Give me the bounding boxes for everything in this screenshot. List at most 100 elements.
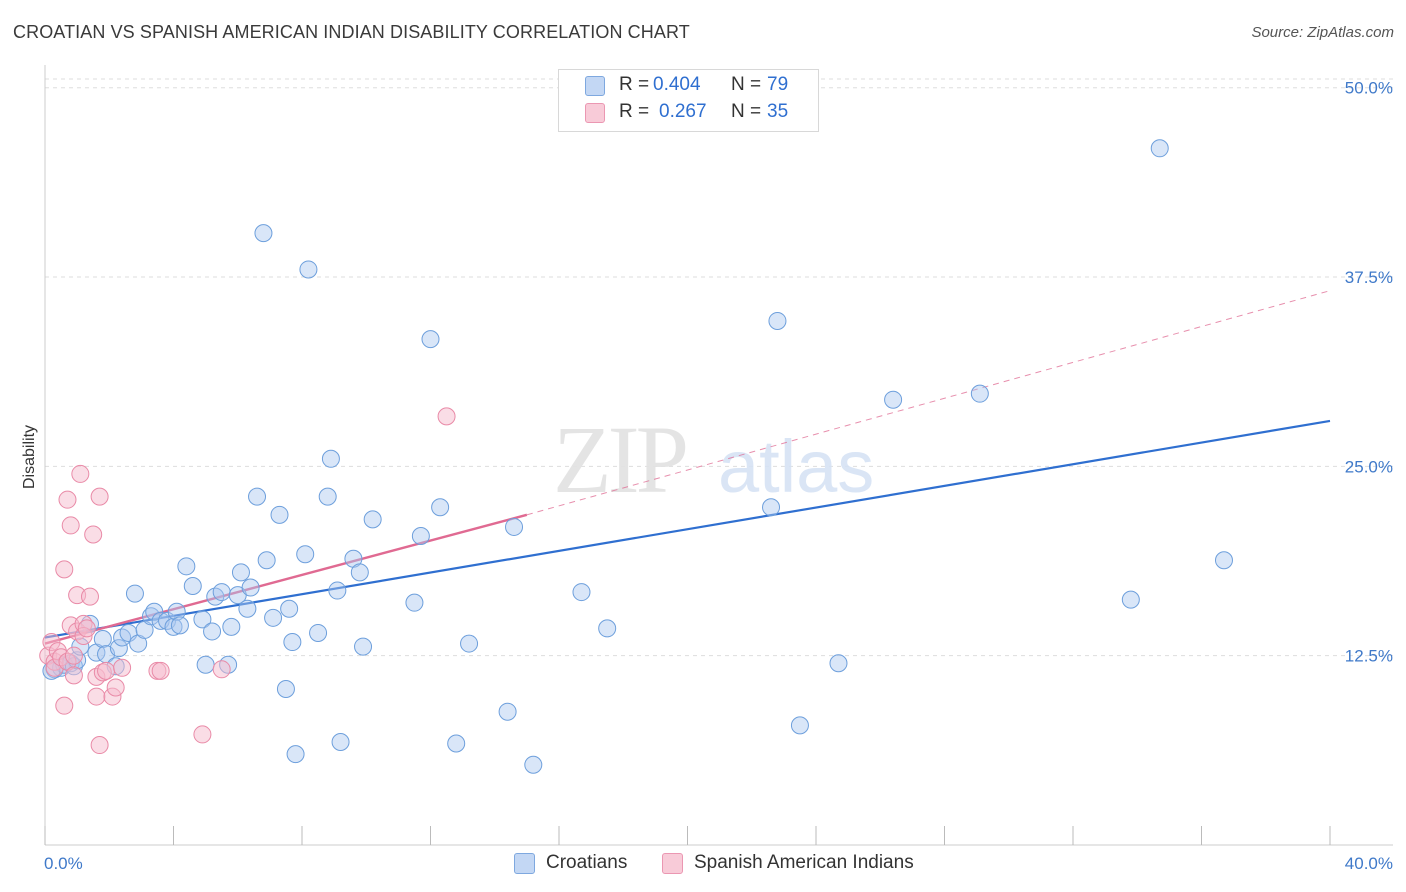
croatians-legend-label: Croatians	[546, 852, 628, 873]
croatians-point	[598, 619, 617, 638]
croatians-point	[167, 602, 186, 621]
croatians-point	[884, 390, 903, 409]
croatians-point	[460, 634, 479, 653]
x-tick-max: 40.0%	[1345, 854, 1393, 873]
croatians-point	[829, 654, 848, 673]
croatians-point	[276, 680, 295, 698]
spanish-swatch	[585, 103, 605, 123]
croatians-point	[328, 581, 347, 600]
stats-legend: R = 0.404 N = 79 R = 0.267 N = 35	[558, 69, 819, 132]
croatians-point	[790, 716, 809, 735]
spanish-trend-line	[44, 513, 528, 645]
croatians-point	[1121, 590, 1140, 609]
croatians-point	[318, 487, 337, 506]
croatians-point	[286, 745, 305, 764]
n-value: 35	[767, 101, 789, 122]
r-label: R =	[619, 101, 650, 122]
croatians-point	[254, 224, 273, 243]
croatians-point	[505, 517, 524, 536]
croatians-point	[498, 702, 517, 721]
spanish-point	[77, 619, 96, 638]
spanish-point	[55, 560, 74, 579]
croatians-point	[970, 384, 989, 403]
croatians-point	[524, 755, 543, 774]
r-value: 0.404	[653, 74, 701, 95]
croatians-point	[183, 577, 202, 596]
croatians-point	[241, 578, 260, 597]
spanish-point	[87, 687, 106, 706]
croatians-point	[145, 602, 164, 621]
source-label: Source: ZipAtlas.com	[1251, 24, 1394, 41]
croatians-point	[299, 260, 318, 279]
croatians-point	[354, 637, 373, 656]
croatians-point	[125, 584, 144, 603]
croatians-point	[421, 330, 440, 349]
croatians-swatch	[585, 76, 605, 96]
croatians-point	[93, 630, 112, 649]
croatians-point	[280, 599, 299, 618]
croatians-point	[768, 311, 787, 330]
spanish-point	[113, 658, 132, 677]
croatians-point	[572, 583, 591, 602]
croatians-point	[296, 545, 315, 564]
y-tick-label: 37.5%	[1345, 268, 1393, 287]
spanish-point	[61, 516, 80, 535]
croatians-legend-swatch	[514, 853, 535, 874]
r-label: R =	[619, 74, 650, 95]
spanish-point	[80, 587, 99, 606]
spanish-american-indians-points	[39, 407, 456, 755]
spanish-point	[84, 525, 103, 544]
spanish-point	[90, 487, 109, 506]
croatians-point	[431, 498, 450, 517]
spanish-point	[71, 464, 90, 483]
y-tick-label: 12.5%	[1345, 647, 1393, 666]
croatians-point	[350, 563, 369, 582]
n-value: 79	[767, 74, 789, 95]
r-value: 0.267	[659, 101, 707, 122]
croatians-point	[321, 449, 340, 468]
croatians-point	[1150, 139, 1169, 158]
spanish-point	[64, 666, 83, 685]
croatians-point	[206, 587, 225, 606]
croatians-point	[411, 527, 430, 546]
croatians-point	[309, 623, 328, 642]
spanish-point	[90, 736, 109, 755]
croatians-point	[164, 617, 183, 636]
croatians-trend-line	[44, 419, 1331, 639]
croatians-point	[212, 583, 231, 602]
croatians-point	[283, 633, 302, 652]
y-tick-label: 50.0%	[1345, 79, 1393, 98]
croatians-point	[762, 498, 781, 517]
croatians-point	[196, 655, 215, 674]
croatians-point	[203, 622, 222, 641]
croatians-point	[257, 551, 276, 570]
spanish-point	[55, 696, 74, 715]
croatians-point	[447, 734, 466, 753]
spanish-point	[212, 660, 231, 679]
croatians-point	[238, 599, 257, 618]
croatians-point	[109, 639, 128, 658]
croatians-point	[193, 610, 212, 629]
spanish-point	[58, 490, 77, 509]
croatians-point	[177, 557, 196, 576]
croatians-point	[231, 563, 250, 582]
croatians-point	[113, 628, 132, 647]
n-label: N =	[731, 74, 762, 95]
zipatlas-watermark: ZIP atlas	[553, 406, 874, 513]
svg-text:ZIP: ZIP	[553, 406, 686, 513]
axes	[44, 65, 1393, 846]
x-tick-min: 0.0%	[44, 854, 83, 873]
spanish-point	[193, 725, 212, 744]
y-axis-tick-labels: 12.5% 25.0% 37.5% 50.0%	[1345, 79, 1393, 666]
croatians-point	[405, 593, 424, 612]
croatians-point	[222, 617, 241, 636]
croatians-point	[1214, 551, 1233, 570]
spanish-point	[106, 678, 125, 697]
y-axis-label: Disability	[21, 425, 38, 489]
spanish-point	[64, 646, 83, 665]
chart-title: CROATIAN VS SPANISH AMERICAN INDIAN DISA…	[13, 22, 690, 42]
croatians-point	[331, 733, 350, 752]
n-label: N =	[731, 101, 762, 122]
croatians-point	[264, 608, 283, 627]
